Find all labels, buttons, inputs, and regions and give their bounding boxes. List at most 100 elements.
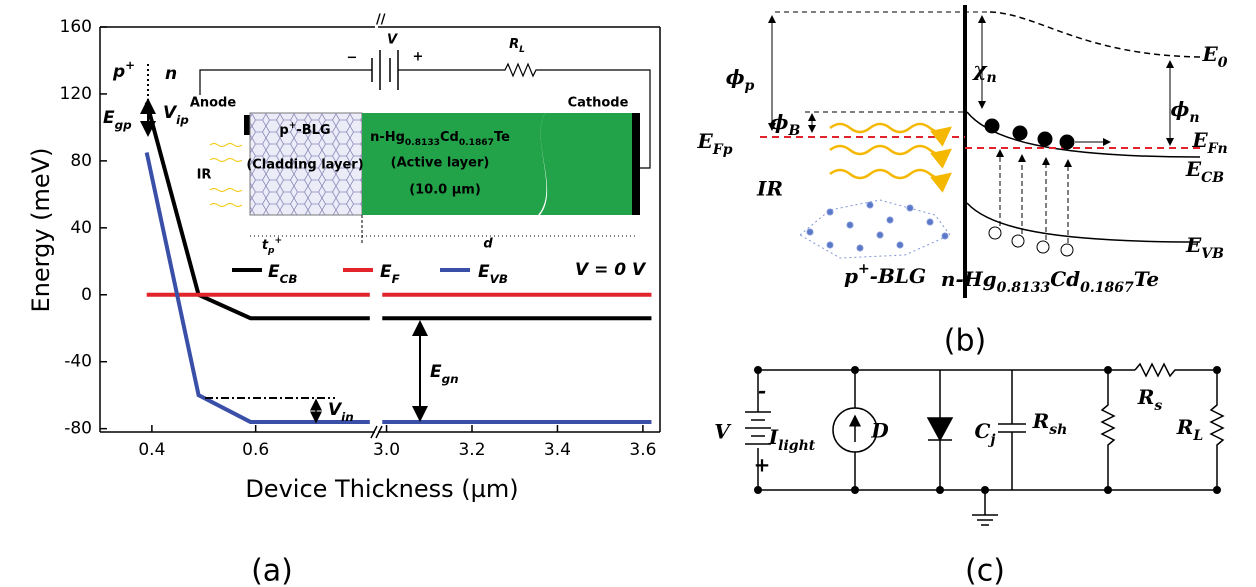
annotation: n xyxy=(165,64,177,84)
annotation-sup: + xyxy=(125,58,135,72)
inset-label-part: Cd xyxy=(440,130,459,145)
circuit-label: Cj xyxy=(975,419,996,449)
inset-label: Cathode xyxy=(568,96,629,111)
x-tick-label: 3.0 xyxy=(373,440,400,460)
band-label-sub: 0 xyxy=(1218,55,1228,71)
circuit-label-part: R xyxy=(1032,409,1050,433)
band-label-part: ϕ xyxy=(726,65,745,89)
band-label: IR xyxy=(756,177,783,201)
circuit-label: Rsh xyxy=(1032,409,1068,439)
legend-label-sub: VB xyxy=(490,272,508,286)
inset-label-sub: L xyxy=(519,45,525,55)
circuit-label: D xyxy=(870,419,889,443)
inset-label-sub: 0.8133 xyxy=(405,138,440,148)
legend-label: ECB xyxy=(268,262,297,286)
legend-label: EVB xyxy=(478,262,508,286)
inset-label-sup: + xyxy=(275,236,283,246)
inset-label-part: p xyxy=(279,123,288,138)
band-label: ϕB xyxy=(770,110,801,140)
band-label-sub: B xyxy=(787,123,800,139)
inset-label: (10.0 μm) xyxy=(409,183,481,198)
circuit-label-part: R xyxy=(1176,415,1194,439)
band-label: E0 xyxy=(1202,42,1228,72)
inset-label: IR xyxy=(197,168,212,183)
circuit-label-sub: sh xyxy=(1049,422,1067,438)
x-tick-label: 3.2 xyxy=(458,440,485,460)
annotation: Egp xyxy=(103,108,132,132)
annotation-part: E xyxy=(430,362,442,382)
inset-label: tp+ xyxy=(262,236,282,256)
inset-label: RL xyxy=(509,37,525,55)
inset-label: + xyxy=(413,50,424,65)
circuit-label-part: C xyxy=(975,419,991,443)
band-label: ϕn xyxy=(1170,97,1199,127)
circuit-label: Ilight xyxy=(768,425,816,455)
x-tick-label: 0.6 xyxy=(242,440,269,460)
panel-label: (a) xyxy=(251,554,293,587)
band-label-part: Cd xyxy=(1050,267,1080,291)
annotation-sub: gn xyxy=(442,372,459,386)
band-label: n-Hg0.8133Cd0.1867Te xyxy=(941,267,1159,297)
annotation-sub: gp xyxy=(115,118,133,132)
band-label: ϕp xyxy=(726,65,755,95)
y-tick-label: 120 xyxy=(60,84,92,104)
x-tick-label: 3.6 xyxy=(629,440,656,460)
band-label-sub: 0.1867 xyxy=(1080,280,1134,296)
legend-label-part: E xyxy=(268,262,280,282)
band-label: p+-BLG xyxy=(844,261,926,288)
inset-label: − xyxy=(347,51,358,66)
circuit-label: + xyxy=(754,453,771,477)
y-tick-label: 80 xyxy=(70,151,92,171)
band-label-sub: CB xyxy=(1201,170,1224,186)
y-tick-label: -40 xyxy=(64,352,92,372)
band-label-part: E xyxy=(1185,157,1202,181)
circuit-label-sub: s xyxy=(1154,398,1162,414)
x-tick-label: 3.4 xyxy=(544,440,571,460)
band-label-sub: n xyxy=(986,70,996,86)
band-label-part: E xyxy=(1185,233,1202,257)
band-label-part: E xyxy=(1202,42,1219,66)
inset-label-sup: + xyxy=(289,121,297,131)
band-label-sub: Fn xyxy=(1207,141,1228,157)
y-tick-label: 0 xyxy=(81,285,92,305)
annotation: Vip xyxy=(163,103,189,127)
x-tick-label: 0.4 xyxy=(138,440,165,460)
band-label: EFn xyxy=(1191,128,1227,158)
band-label-part: p xyxy=(844,264,858,288)
band-label-sub: Fp xyxy=(712,142,733,158)
panel-label: (c) xyxy=(965,554,1005,587)
annotation: Vin xyxy=(328,400,354,424)
y-tick-label: -80 xyxy=(64,419,92,439)
band-label: EVB xyxy=(1185,233,1224,263)
y-tick-label: 160 xyxy=(60,17,92,37)
band-label-part: n-Hg xyxy=(941,267,997,291)
inset-label: Anode xyxy=(190,96,237,111)
annotation: p+ xyxy=(112,58,135,83)
circuit-label: - xyxy=(758,379,766,403)
break-mark: // xyxy=(376,13,386,28)
band-label: χn xyxy=(971,57,996,87)
device-schematic: // xyxy=(200,13,650,246)
band-label-sub: n xyxy=(1189,110,1199,126)
inset-label-part: n-Hg xyxy=(370,130,405,145)
circuit-label: RL xyxy=(1176,415,1204,445)
inset-label-part: -BLG xyxy=(296,123,330,138)
legend-label-part: E xyxy=(380,262,392,282)
circuit-label-part: R xyxy=(1137,385,1155,409)
band-diagram xyxy=(760,5,1200,298)
band-label-sup: + xyxy=(858,261,870,277)
inset-label: V xyxy=(387,33,398,48)
band-label-sub: VB xyxy=(1201,246,1224,262)
band-label-part: E xyxy=(1191,128,1208,152)
band-label: EFp xyxy=(697,129,733,159)
band-label-part: E xyxy=(697,129,714,153)
figure: // xyxy=(0,0,1256,587)
circuit-label-sub: L xyxy=(1192,428,1203,444)
inset-label: d xyxy=(483,237,493,252)
circuit-label: Rs xyxy=(1137,385,1163,415)
legend-label-sub: CB xyxy=(280,272,298,286)
y-tick-label: 40 xyxy=(70,218,92,238)
circuit-label-part: I xyxy=(768,425,779,449)
condition-label: V = 0 V xyxy=(575,260,647,280)
legend-label: EF xyxy=(380,262,400,286)
